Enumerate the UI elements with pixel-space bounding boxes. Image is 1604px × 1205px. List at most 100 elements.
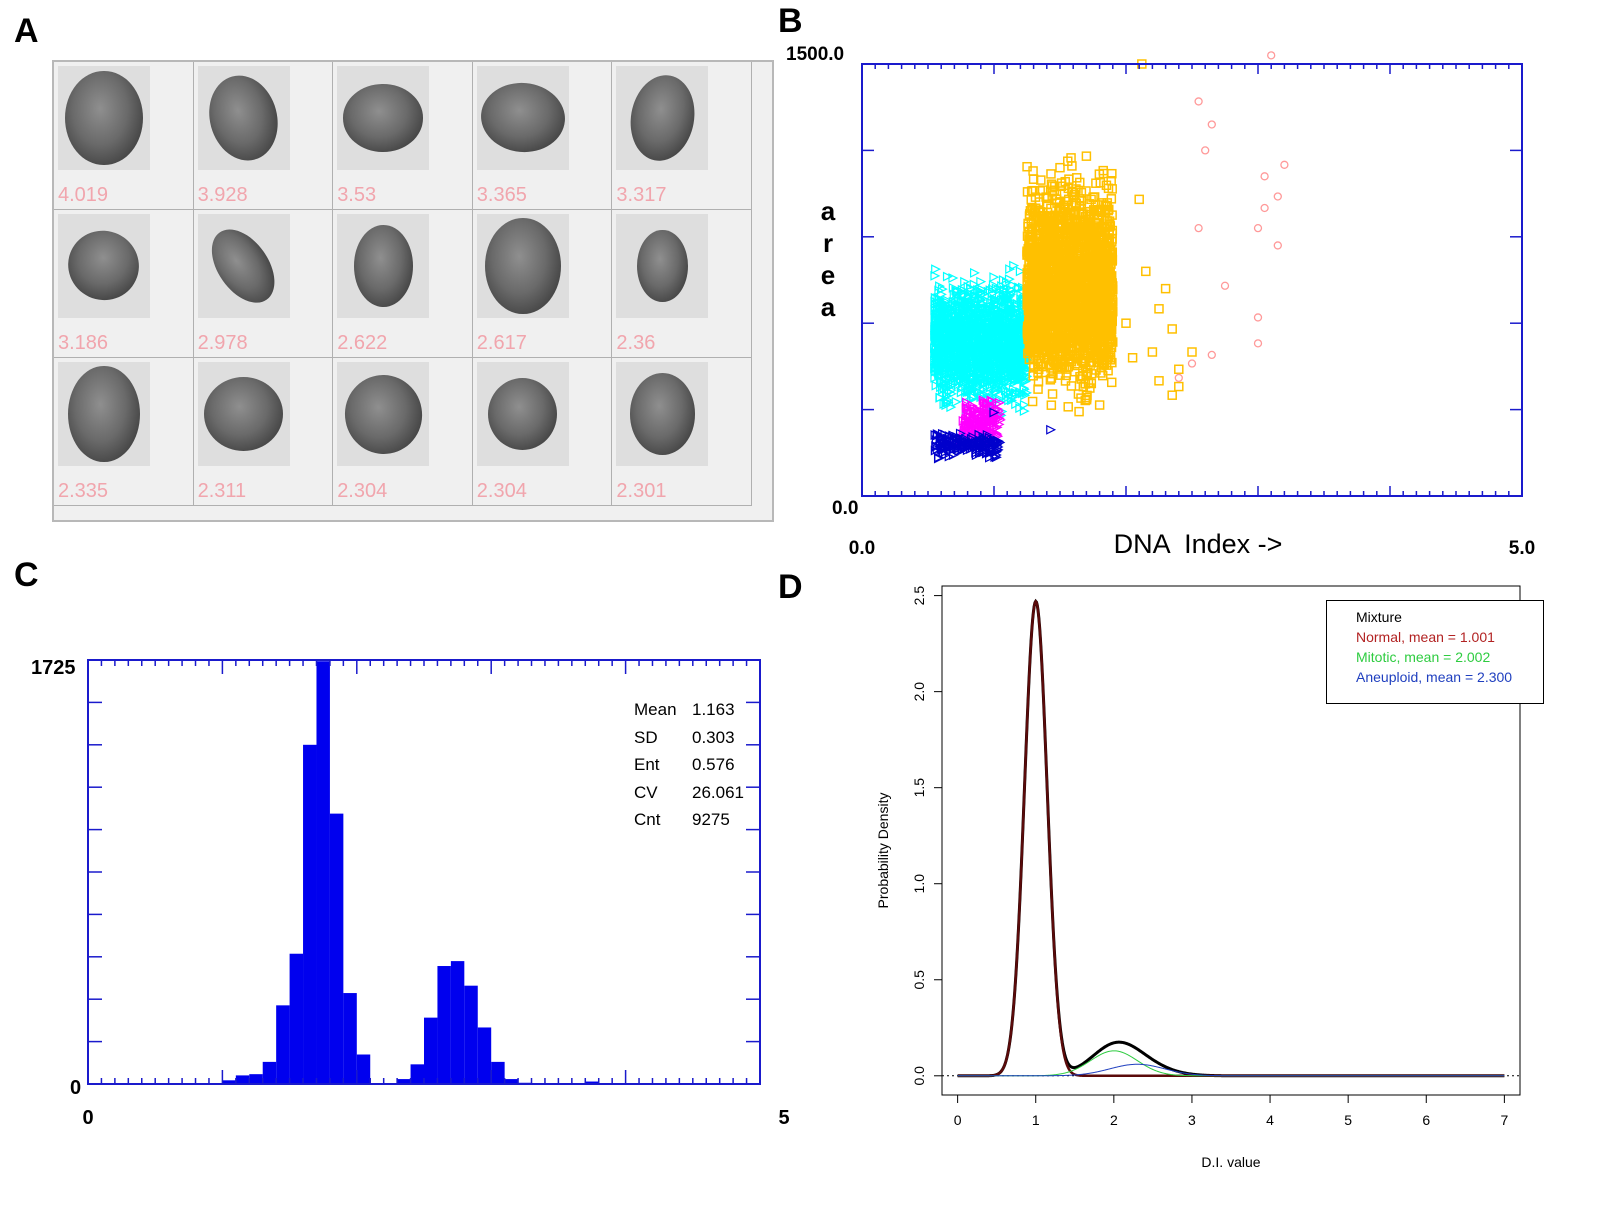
nucleus-dna-index-value: 2.617 (476, 332, 527, 354)
scatter-point (980, 446, 991, 457)
scatter-point (1081, 151, 1092, 161)
scatter-point (963, 281, 974, 292)
scatter-point (987, 319, 998, 330)
scatter-point (1055, 162, 1065, 173)
scatter-point (1017, 357, 1028, 368)
scatter-point (1076, 393, 1086, 403)
scatter-point (1052, 315, 1062, 326)
scatter-point (1064, 239, 1074, 250)
panel-label-d: D (778, 568, 803, 606)
scatter-point (1035, 270, 1045, 280)
scatter-point (1003, 292, 1014, 303)
scatter-point (1029, 207, 1039, 218)
scatter-point (992, 386, 1002, 397)
scatter-point (955, 308, 966, 319)
scatter-point (982, 376, 993, 387)
scatter-point (1039, 210, 1050, 221)
scatter-point (1017, 352, 1028, 363)
scatter-point (1016, 320, 1026, 331)
scatter-point (934, 346, 945, 356)
histogram-bar (585, 1081, 599, 1084)
scatter-point (1063, 288, 1074, 298)
scatter-point (1073, 295, 1084, 306)
scatter-point (974, 408, 985, 419)
scatter-point (941, 373, 952, 384)
scatter-point (993, 348, 1004, 359)
scatter-point (1037, 236, 1048, 246)
scatter-point (1051, 280, 1061, 291)
y-tick-label: 1.0 (911, 874, 927, 894)
scatter-point (950, 378, 961, 389)
nucleus-thumbnail (476, 214, 569, 318)
scatter-point (986, 443, 997, 454)
scatter-point (1077, 356, 1087, 366)
scatter-point (944, 386, 955, 397)
scatter-point (971, 423, 982, 434)
nucleus-dna-index-value: 2.304 (337, 480, 388, 502)
scatter-point (975, 447, 985, 458)
y-tick-label: 0.0 (911, 1066, 927, 1086)
scatter-point (935, 392, 946, 403)
stat-row: Ent 0.576 (634, 755, 762, 783)
scatter-point (1005, 340, 1016, 351)
scatter-point (999, 337, 1010, 348)
scatter-point (1280, 160, 1289, 169)
scatter-point (974, 357, 985, 368)
scatter-point (1147, 347, 1158, 357)
scatter-point (963, 385, 974, 396)
scatter-point (964, 422, 975, 433)
scatter-point (988, 414, 999, 425)
nucleus-image (623, 69, 701, 167)
nucleus-thumbnail (58, 362, 150, 466)
scatter-point (1187, 347, 1197, 357)
scatter-point (984, 303, 995, 314)
scatter-point (993, 444, 1004, 455)
scatter-point (970, 291, 981, 302)
scatter-point (1002, 277, 1012, 288)
scatter-point (1038, 305, 1048, 315)
scatter-point (996, 305, 1007, 316)
nucleus-cell: 3.928 (193, 62, 334, 210)
scatter-point (1019, 383, 1030, 394)
stat-label: Mean (634, 700, 677, 719)
scatter-point (988, 359, 999, 370)
scatter-point (980, 352, 991, 363)
histogram-bar (249, 1074, 263, 1084)
mixture-density-chart: 0 1 2 3 4 5 6 7 0.0 0.5 1.0 1.5 2.0 2.5 D.I. value Pr… (875, 585, 1521, 1170)
scatter-point (995, 363, 1006, 374)
histogram-bar (464, 985, 478, 1084)
nucleus-cell: 3.186 (54, 210, 194, 358)
x-tick-label-left: 0.0 (849, 538, 875, 559)
scatter-point (1207, 350, 1216, 360)
nucleus-dna-index-value: 2.622 (337, 332, 388, 354)
scatter-point (933, 453, 944, 464)
y-tick-label: 0.5 (911, 970, 927, 990)
stat-label: Ent (634, 755, 660, 774)
scatter-point (1076, 230, 1087, 241)
scatter-point (1019, 406, 1030, 417)
scatter-point (1102, 243, 1113, 254)
histogram-bar (437, 966, 451, 1084)
scatter-point (1064, 350, 1074, 361)
nucleus-cell: 2.301 (612, 358, 752, 506)
scatter-point (952, 286, 963, 297)
scatter-point (941, 358, 952, 369)
scatter-point (1037, 185, 1048, 195)
scatter-point (985, 324, 996, 335)
scatter-point (952, 431, 963, 442)
scatter-point (1058, 307, 1068, 318)
scatter-point (978, 413, 988, 424)
scatter-point (979, 365, 990, 376)
scatter-point (990, 296, 1001, 307)
panel-label-a: A (14, 12, 39, 50)
scatter-point (954, 341, 965, 352)
scatter-point (972, 408, 983, 419)
scatter-point (1039, 260, 1049, 270)
scatter-point (1051, 332, 1062, 342)
scatter-point (1089, 308, 1100, 318)
scatter-point (935, 338, 946, 349)
y-tick-label-top: 1500.0 (786, 44, 844, 65)
histogram-bar (303, 744, 317, 1084)
scatter-point (968, 432, 979, 442)
scatter-point (967, 297, 978, 308)
